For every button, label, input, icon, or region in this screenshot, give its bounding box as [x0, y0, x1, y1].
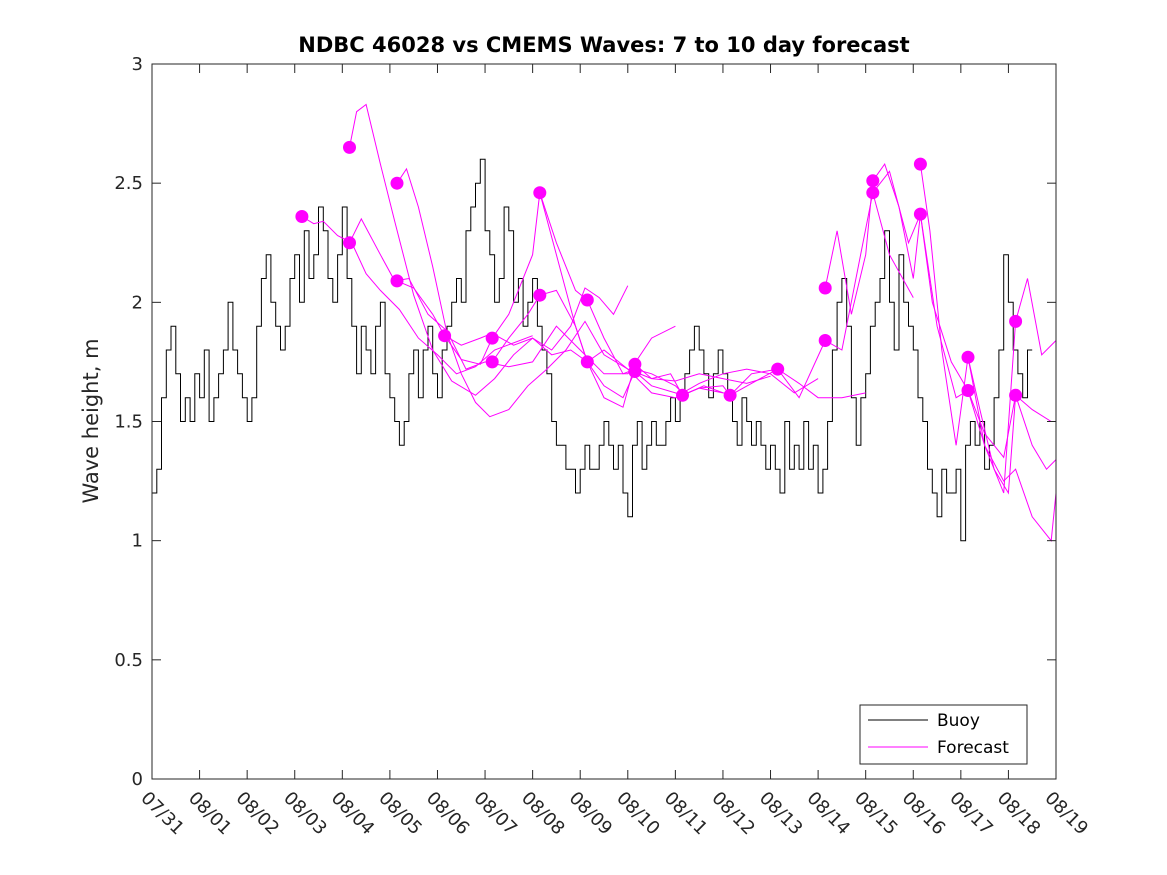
forecast-marker: [295, 210, 309, 223]
forecast-marker: [533, 288, 547, 302]
y-tick-label: 1: [132, 531, 143, 552]
forecast-line-1: [301, 216, 533, 375]
forecast-marker: [961, 384, 975, 397]
forecast-line-4: [396, 167, 723, 418]
forecast-marker: [1009, 388, 1023, 402]
forecast-marker: [580, 355, 594, 369]
forecast-marker: [485, 355, 499, 369]
legend-buoy-label: Buoy: [937, 711, 980, 731]
forecast-markers: [295, 140, 1023, 402]
forecast-marker: [866, 174, 880, 188]
y-tick-label: 2: [132, 292, 143, 313]
forecast-line-12: [967, 357, 1057, 495]
forecast-marker: [628, 365, 642, 378]
y-tick-label: 0: [132, 769, 143, 790]
legend: Buoy Forecast: [859, 704, 1028, 765]
forecast-marker: [961, 350, 975, 364]
y-tick-label: 0.5: [114, 650, 143, 671]
forecast-marker: [485, 331, 499, 345]
forecast-marker: [913, 207, 927, 221]
forecast-marker: [343, 140, 356, 154]
forecast-marker: [866, 186, 880, 200]
forecast-marker: [533, 186, 547, 200]
legend-forecast-label: Forecast: [937, 738, 1009, 758]
buoy-series: [152, 158, 1033, 542]
forecast-marker: [676, 388, 689, 402]
buoy-line: [152, 158, 1033, 542]
forecast-marker: [580, 293, 594, 307]
legend-box: [859, 704, 1028, 765]
y-tick-label: 2.5: [114, 173, 143, 194]
forecast-marker: [438, 329, 452, 343]
y-tick-label: 3: [132, 54, 143, 75]
forecast-line-6: [444, 192, 819, 394]
forecast-line-3: [349, 217, 676, 375]
forecast-marker: [818, 281, 832, 295]
chart-title: NDBC 46028 vs CMEMS Waves: 7 to 10 day f…: [298, 33, 909, 57]
plot-area: [151, 63, 1057, 780]
forecast-line-2: [349, 103, 629, 396]
forecast-marker: [723, 388, 737, 402]
forecast-line-8: [539, 192, 914, 399]
forecast-marker: [818, 334, 832, 347]
forecast-marker: [771, 362, 785, 376]
forecast-marker: [390, 176, 404, 190]
forecast-marker: [390, 274, 404, 288]
forecast-marker: [1009, 314, 1023, 328]
y-axis-label: Wave height, m: [79, 338, 103, 503]
forecast-marker: [913, 157, 927, 171]
forecast-marker: [343, 236, 356, 250]
y-tick-label: 1.5: [114, 412, 143, 433]
y-axis: 0 0.5 1 1.5 2 2.5 3: [114, 54, 1056, 790]
